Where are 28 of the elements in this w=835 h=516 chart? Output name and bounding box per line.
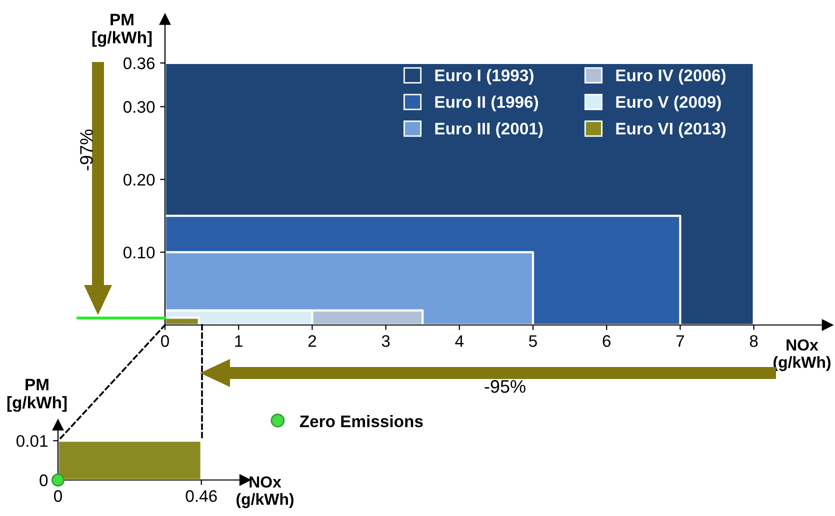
- x-tick-label: 2: [308, 335, 316, 347]
- x-tick-label: 3: [382, 335, 390, 347]
- y-axis-title: PM [g/kWh]: [7, 378, 67, 412]
- x-tick-label: 0.46: [186, 490, 217, 502]
- x-tick-label: 5: [529, 335, 537, 347]
- x-tick-label: 6: [602, 335, 610, 347]
- legend-label: Euro IV (2006): [616, 69, 726, 85]
- y-tick-label: 0.10: [123, 246, 155, 258]
- y-axis-title: PM [g/kWh]: [92, 14, 152, 47]
- x-tick-label: 0: [161, 335, 169, 347]
- y-tick-label: 0.01: [16, 435, 48, 447]
- legend-label: Euro VI (2013): [616, 122, 726, 138]
- y-tick-label: 0.36: [123, 57, 155, 70]
- y-tick-label: 0.20: [123, 174, 155, 186]
- x-tick-label: 1: [235, 335, 242, 347]
- x-tick-label: 8: [750, 335, 758, 347]
- legend-label: Zero Emissions: [300, 415, 423, 428]
- text: -95%: [484, 380, 526, 393]
- x-tick-label: 7: [676, 335, 684, 347]
- legend-label: Euro II (1996): [435, 96, 538, 112]
- text: -97%: [80, 130, 93, 170]
- y-tick-label: 0.30: [123, 101, 155, 113]
- x-axis-title: NOx (g/kWh): [774, 339, 830, 372]
- x-tick-label: 4: [455, 335, 464, 347]
- legend-label: Euro I (1993): [435, 69, 534, 85]
- x-axis-title: NOx (g/kWh): [236, 476, 294, 508]
- legend-label: Euro III (2001): [435, 122, 543, 138]
- legend-label: Euro V (2009): [616, 96, 721, 112]
